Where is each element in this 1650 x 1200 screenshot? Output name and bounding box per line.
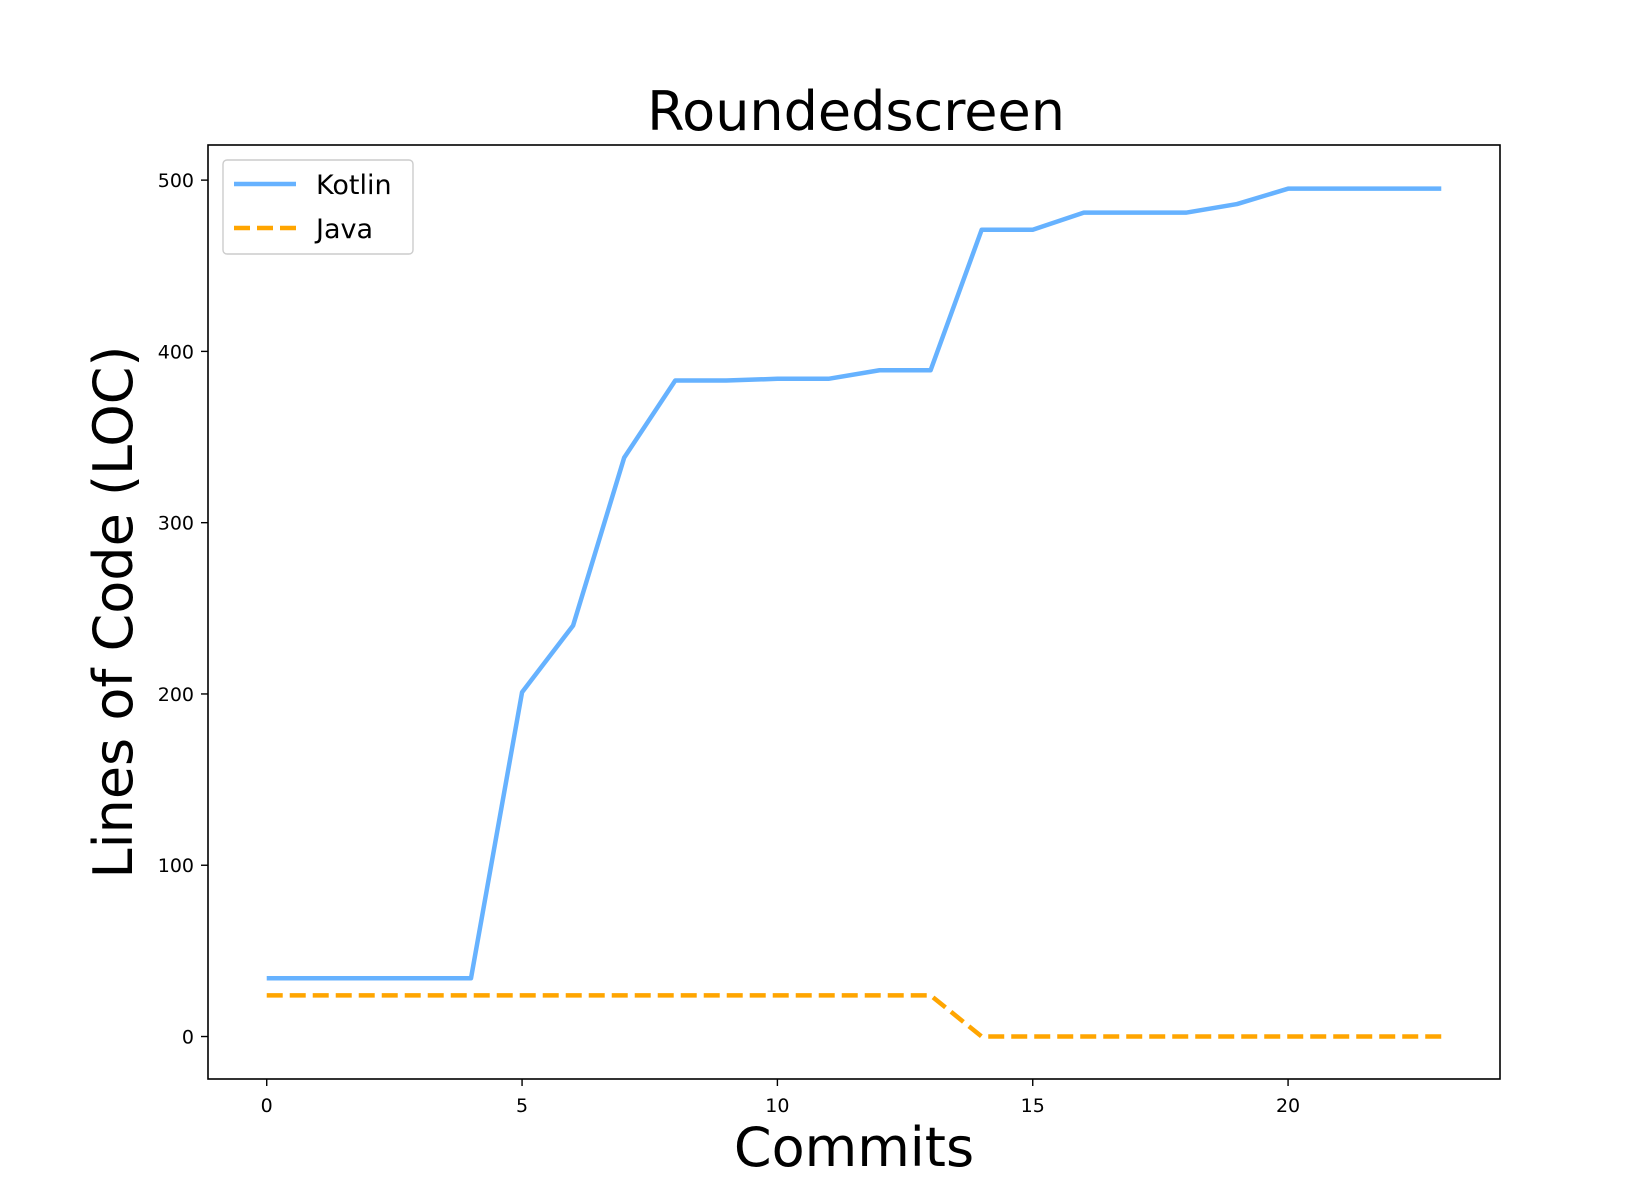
y-tick-label: 0 (182, 1027, 194, 1049)
series-lines (266, 186, 1442, 1039)
plot-area-frame (207, 144, 1501, 1080)
x-axis-label: Commits (734, 1116, 974, 1179)
y-tick-label: 300 (158, 513, 194, 535)
legend-label-java: Java (314, 214, 373, 245)
y-tick-label: 400 (158, 341, 194, 363)
x-tick-label: 5 (516, 1095, 528, 1117)
legend-label-kotlin: Kotlin (316, 170, 392, 201)
x-tick-label: 0 (261, 1095, 273, 1117)
y-tick-label: 500 (158, 170, 194, 192)
legend: Kotlin Java (222, 159, 414, 255)
x-tick-label: 10 (765, 1095, 789, 1117)
series-line-java (266, 993, 1442, 1039)
x-tick-label: 20 (1276, 1095, 1300, 1117)
y-axis-label: Lines of Code (LOC) (82, 346, 145, 879)
y-tick-label: 200 (158, 684, 194, 706)
series-line-kotlin (266, 186, 1442, 981)
y-tick-label: 100 (158, 855, 194, 877)
chart-title: Roundedscreen (647, 80, 1065, 143)
x-tick-label: 15 (1021, 1095, 1045, 1117)
